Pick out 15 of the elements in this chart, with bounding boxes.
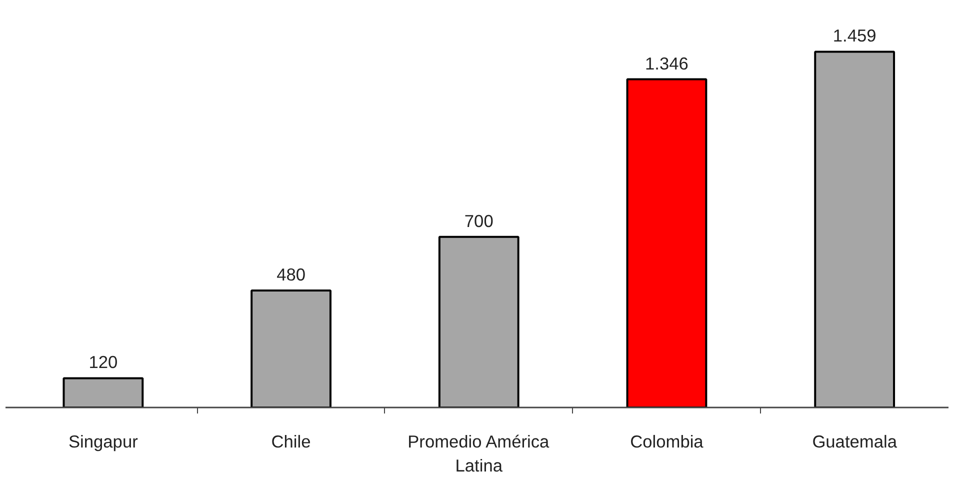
bar xyxy=(814,50,896,408)
x-tick-label: Guatemala xyxy=(812,432,898,452)
x-tick-label: Chile xyxy=(271,432,311,452)
x-tick-label: Singapur xyxy=(68,432,138,452)
data-label: 1.346 xyxy=(645,53,688,74)
x-tick-label: Promedio América Latina xyxy=(408,432,550,476)
data-label: 1.459 xyxy=(832,26,876,46)
bar xyxy=(438,236,520,408)
x-tick-label: Colombia xyxy=(630,432,704,452)
bar xyxy=(250,289,332,408)
data-label: 700 xyxy=(464,210,494,231)
data-label: 480 xyxy=(276,264,306,284)
bar xyxy=(626,78,708,408)
data-label: 120 xyxy=(88,352,118,372)
bar xyxy=(62,377,144,408)
